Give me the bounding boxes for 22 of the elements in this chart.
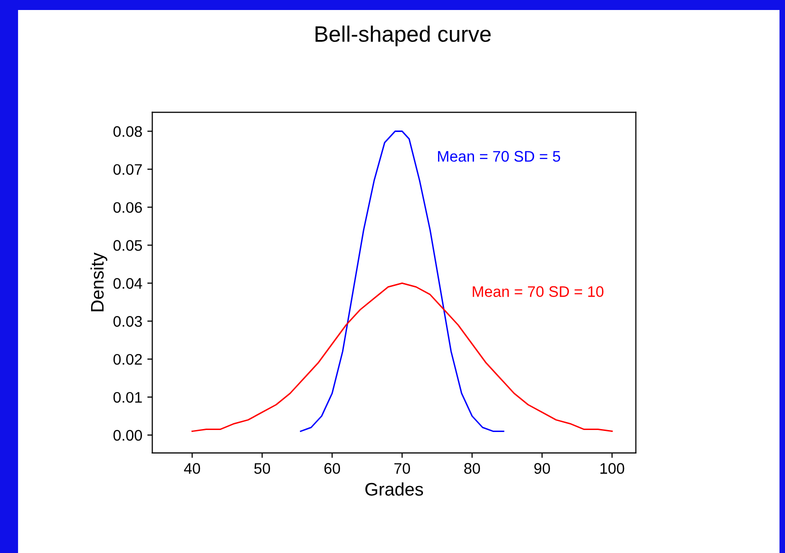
x-tick-label: 50 [254,463,270,474]
series-label: Mean = 70 SD = 10 [472,286,604,297]
x-tick-label: 40 [184,463,200,474]
y-axis-title: Density [90,252,108,312]
y-tick-label: 0.03 [113,316,142,327]
x-axis-title: Grades [365,482,424,496]
x-tick-label: 80 [464,463,480,474]
line-series [191,282,613,432]
y-tick-label: 0.07 [113,164,142,175]
y-tick-label: 0.01 [113,392,142,403]
y-tick-label: 0.05 [113,240,142,251]
series-label: Mean = 70 SD = 5 [438,150,560,162]
y-tick-label: 0.04 [113,278,142,289]
y-tick-label: 0.00 [113,430,142,441]
x-tick-label: 90 [534,463,550,474]
x-tick-label: 70 [394,463,410,474]
chart-title: Bell-shaped curve [316,26,491,46]
y-tick-label: 0.08 [113,126,142,137]
x-tick-label: 100 [600,463,624,474]
y-tick-label: 0.06 [113,202,142,213]
y-tick-label: 0.02 [113,354,142,365]
x-tick-label: 60 [324,463,340,474]
